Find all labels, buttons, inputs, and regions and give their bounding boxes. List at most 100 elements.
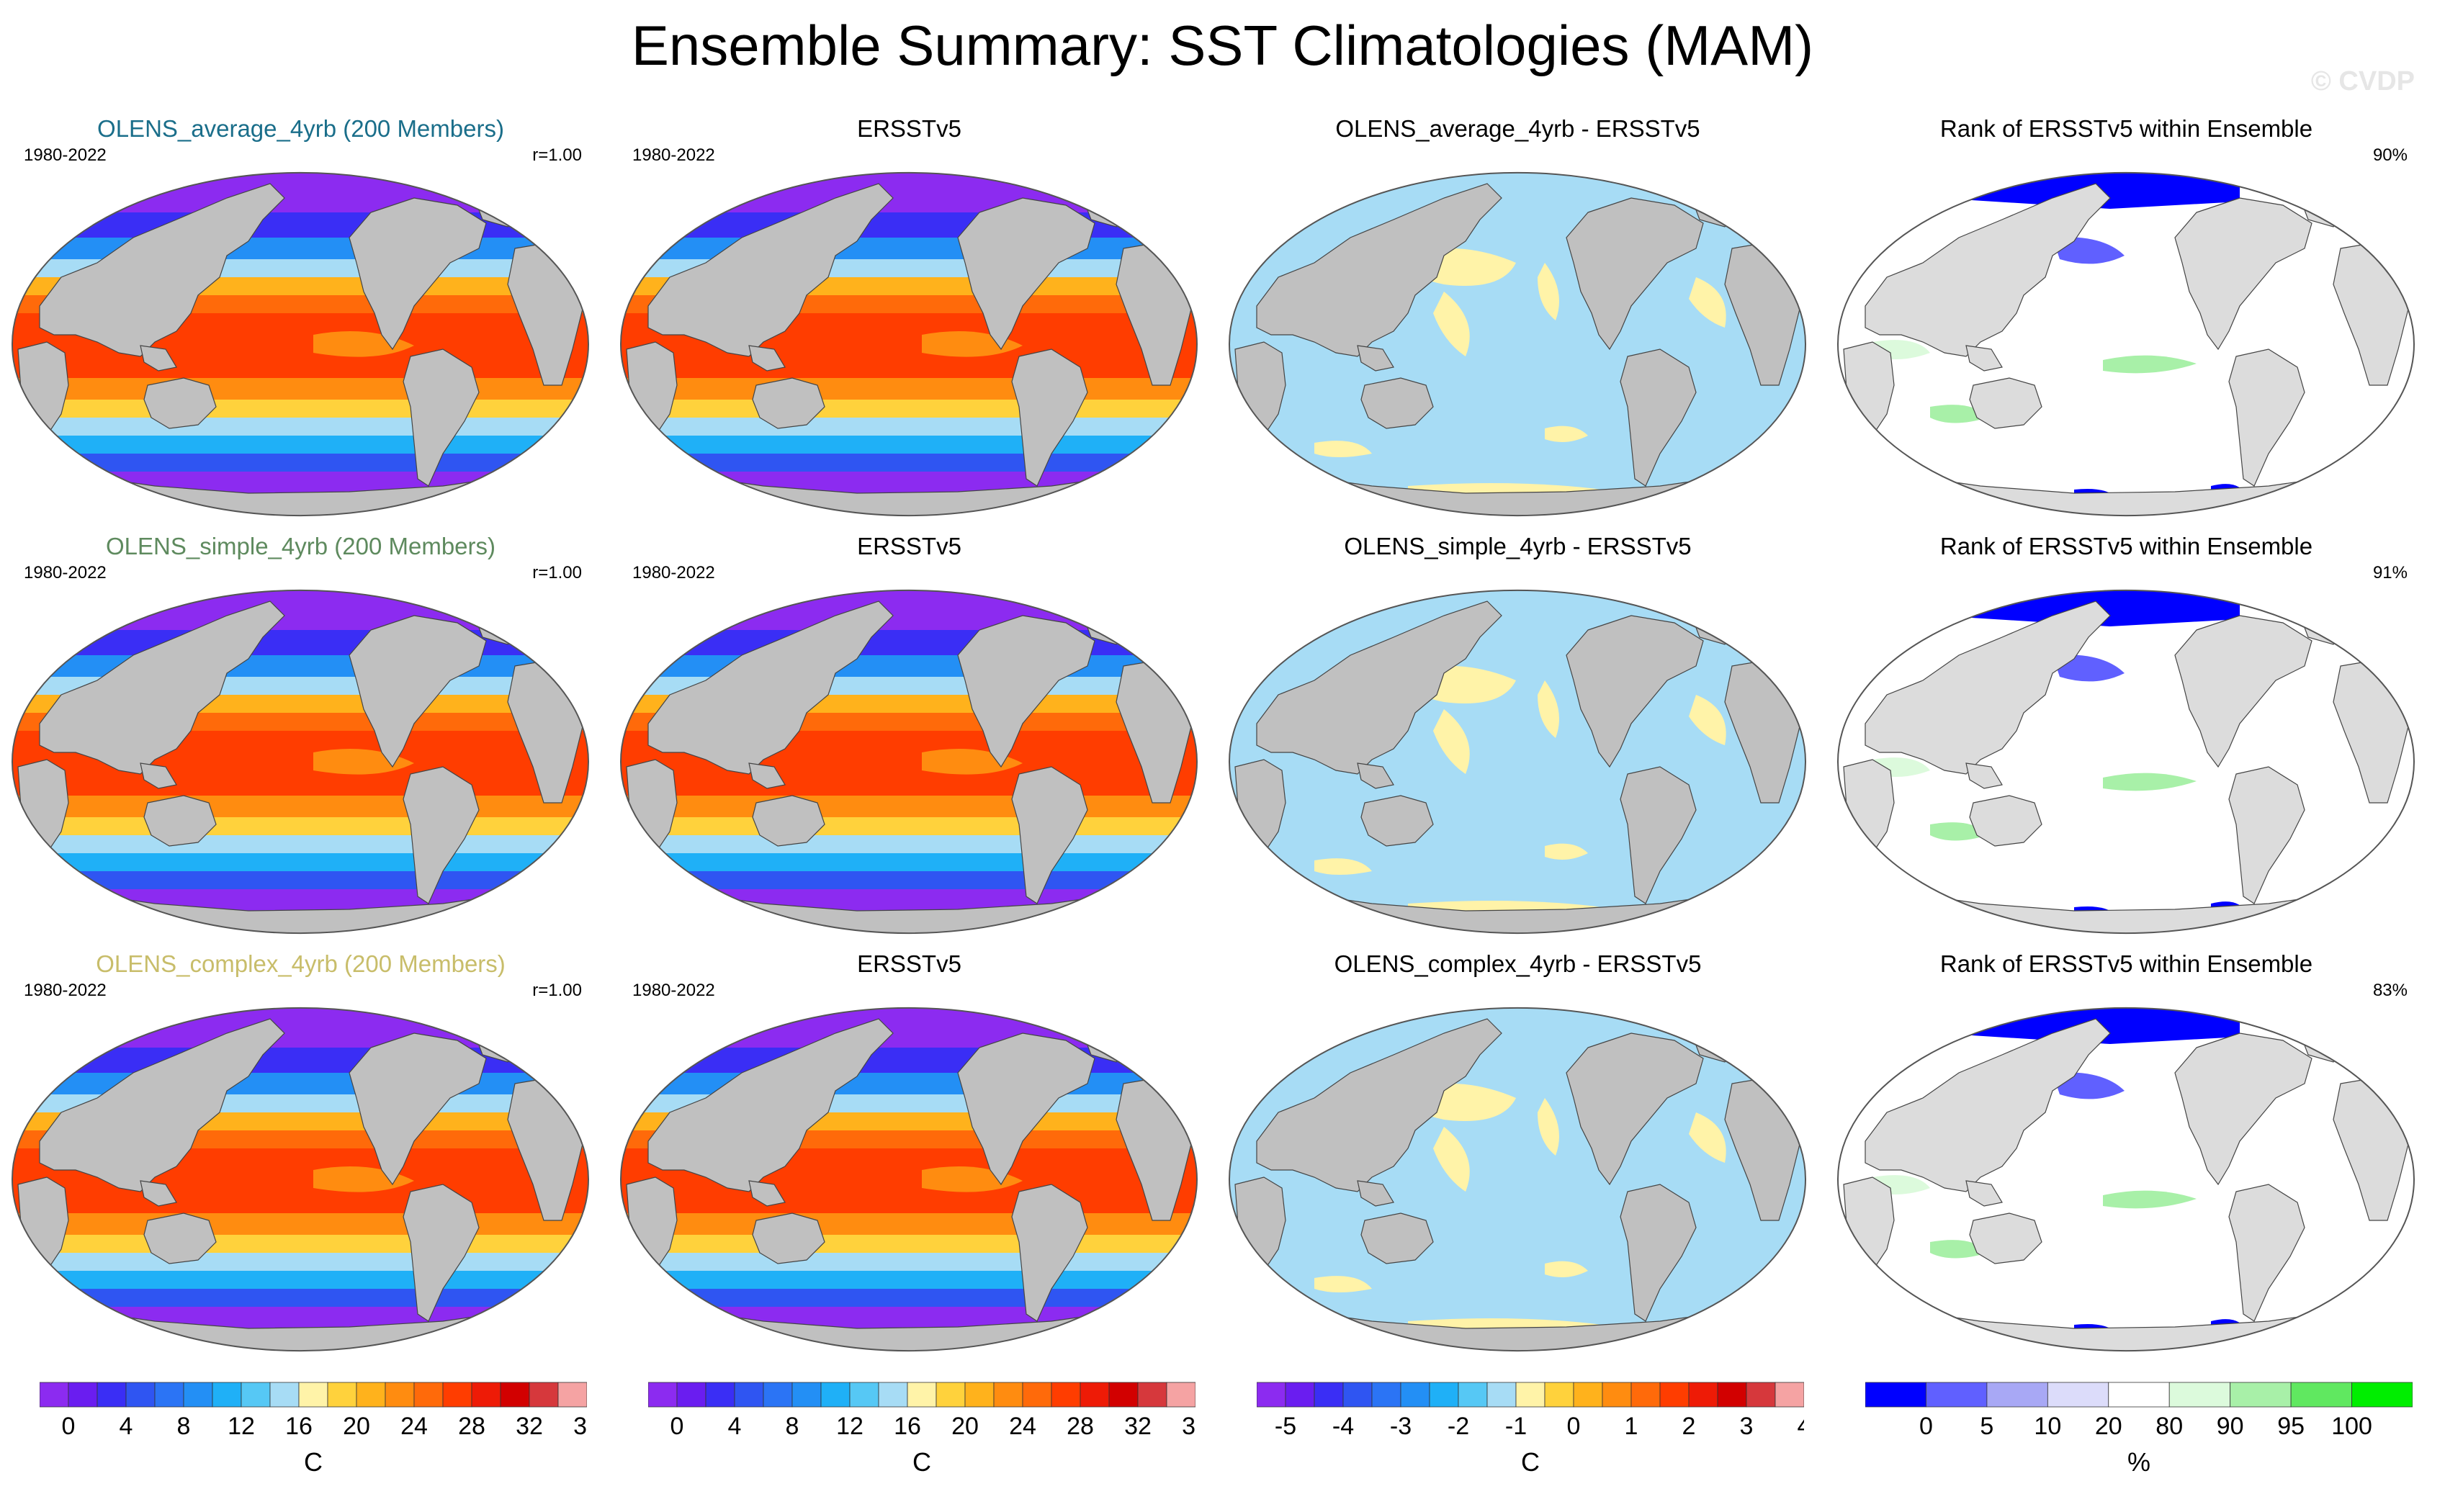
- colorbar-unit-label: C: [1521, 1447, 1540, 1477]
- colorbar-swatch: [791, 1382, 822, 1408]
- pattern-correlation-label: r=1.00: [532, 563, 582, 582]
- colorbar-tick-label: 1: [1625, 1413, 1638, 1440]
- rank-panel-title: Rank of ERSSTv5 within Ensemble: [1939, 533, 2313, 559]
- colorbar-swatch: [356, 1382, 386, 1408]
- figure-title: Ensemble Summary: SST Climatologies (MAM…: [631, 14, 1814, 77]
- model-map: [11, 172, 590, 516]
- colorbar-tick-label: 0: [670, 1413, 684, 1440]
- sst-band: [620, 400, 1198, 418]
- colorbar-swatch: [648, 1382, 678, 1408]
- colorbar-swatch: [705, 1382, 735, 1408]
- colorbar-swatch: [1371, 1382, 1401, 1408]
- colorbar-tick-label: 0: [62, 1413, 76, 1440]
- diff-panel: OLENS_average_4yrb - ERSSTv5: [1228, 115, 1808, 516]
- colorbar-swatch: [936, 1382, 966, 1408]
- map-outline: [1228, 172, 1807, 516]
- colorbar-tick-label: 12: [836, 1413, 863, 1440]
- landmass: [403, 766, 480, 904]
- sst-band: [620, 655, 1198, 677]
- obs-panel-title: ERSSTv5: [857, 950, 961, 977]
- obs-map: [619, 172, 1198, 516]
- map-outline: [619, 1007, 1198, 1351]
- landmass: [1865, 600, 2111, 775]
- colorbar-swatch: [327, 1382, 357, 1408]
- sst-band: [12, 238, 589, 259]
- rank-map: [1836, 1007, 2415, 1351]
- sst-band: [12, 655, 589, 677]
- colorbar-swatch: [1688, 1382, 1718, 1408]
- rank-panel: Rank of ERSSTv5 within Ensemble 83%: [1836, 950, 2416, 1351]
- rank-percent-label: 83%: [2372, 981, 2408, 1000]
- colorbar-tick-label: 0: [1919, 1413, 1933, 1440]
- map-outline: [11, 1007, 590, 1351]
- colorbar-tick-label: -5: [1275, 1413, 1296, 1440]
- colorbar-tick-label: 95: [2277, 1413, 2305, 1440]
- colorbar-swatch: [1659, 1382, 1690, 1408]
- colorbar-tick-label: -1: [1505, 1413, 1527, 1440]
- colorbar-swatch: [1746, 1382, 1776, 1408]
- diff-positive-region: [1545, 1261, 1588, 1277]
- colorbar-tick-label: 10: [2034, 1413, 2061, 1440]
- colorbar-swatch: [1926, 1382, 1988, 1408]
- rank-panel-title: Rank of ERSSTv5 within Ensemble: [1939, 950, 2313, 977]
- diff-map: [1228, 1007, 1807, 1351]
- colorbar-tick-label: 8: [786, 1413, 799, 1440]
- colorbar-tick-label: 20: [2095, 1413, 2122, 1440]
- landmass: [1011, 1184, 1088, 1322]
- colorbar-swatch: [1137, 1382, 1167, 1408]
- colorbar-swatch: [2108, 1382, 2170, 1408]
- model-panel: OLENS_simple_4yrb (200 Members) 1980-2022…: [11, 533, 591, 934]
- sst-band: [12, 590, 589, 630]
- landmass: [1965, 1180, 2003, 1207]
- landmass: [752, 1212, 825, 1264]
- colorbar-swatch: [1515, 1382, 1545, 1408]
- colorbar: 0 4 8 12 16 20 24 28 32 36 C: [40, 1375, 587, 1512]
- sst-band: [12, 454, 589, 472]
- sst-band: [620, 796, 1198, 817]
- sst-band: [12, 1271, 589, 1289]
- rank-map: [1836, 172, 2415, 516]
- landmass: [1360, 795, 1434, 847]
- landmass: [647, 600, 894, 775]
- colorbar-unit-label: C: [912, 1447, 931, 1477]
- diff-panel: OLENS_simple_4yrb - ERSSTv5: [1228, 533, 1808, 934]
- sst-band: [620, 1213, 1198, 1235]
- landmass: [39, 183, 285, 357]
- diff-positive-region: [1314, 858, 1372, 875]
- diff-map: [1228, 590, 1807, 934]
- obs-panel-title: ERSSTv5: [857, 533, 961, 559]
- colorbar-swatch: [1342, 1382, 1373, 1408]
- sst-band: [620, 1253, 1198, 1271]
- rank-percent-label: 90%: [2372, 145, 2408, 165]
- sst-band: [12, 436, 589, 454]
- landmass: [957, 1032, 1095, 1186]
- sst-band: [620, 853, 1198, 871]
- colorbar-swatch: [878, 1382, 908, 1408]
- period-label: 1980-2022: [632, 145, 715, 165]
- colorbar-swatch: [40, 1382, 69, 1408]
- landmass: [647, 183, 894, 357]
- landmass: [1357, 762, 1394, 789]
- landmass: [2174, 197, 2312, 351]
- colorbar-unit-label: C: [304, 1447, 323, 1477]
- landmass: [1011, 766, 1088, 904]
- sst-band: [620, 238, 1198, 259]
- colorbar-swatch: [2168, 1382, 2231, 1408]
- diff-panel-title: OLENS_complex_4yrb - ERSSTv5: [1334, 950, 1702, 977]
- sst-band: [620, 835, 1198, 853]
- landmass: [752, 795, 825, 847]
- colorbar-swatch: [442, 1382, 472, 1408]
- landmass: [957, 615, 1095, 768]
- obs-panel: ERSSTv5 1980-2022: [619, 533, 1199, 934]
- colorbar-unit-label: %: [2127, 1447, 2150, 1477]
- diff-map: [1228, 172, 1807, 516]
- landmass: [1865, 183, 2111, 357]
- rank-high-pacific: [2103, 773, 2197, 791]
- landmass: [403, 1184, 480, 1322]
- landmass: [1965, 762, 2003, 789]
- map-outline: [11, 172, 590, 516]
- map-outline: [1836, 172, 2415, 516]
- landmass: [1360, 377, 1434, 429]
- colorbar-swatch: [1775, 1382, 1804, 1408]
- colorbar-swatch: [2351, 1382, 2413, 1408]
